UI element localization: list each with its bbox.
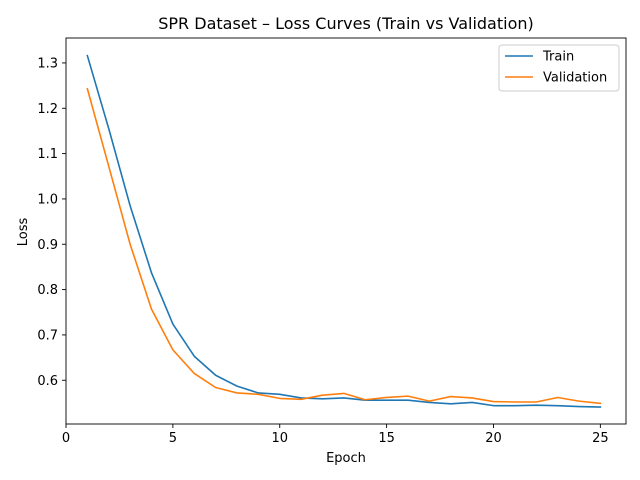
y-tick-label: 1.3 [37,56,58,71]
plot-area: 0 5 10 15 20 25 0.6 0.7 0.8 0.9 1.0 1.1 1.2 1.3 Train V… [37,37,627,446]
y-axis-label: Loss [16,218,31,247]
x-tick-label: 10 [271,431,288,446]
x-tick-label: 5 [169,431,177,446]
x-tick-label: 15 [378,431,395,446]
x-tick-label: 0 [62,431,70,446]
y-tick-label: 0.8 [37,283,58,298]
x-tick-label: 20 [485,431,502,446]
series-line-validation [86,87,602,405]
y-tick-label: 0.6 [37,374,58,389]
y-tick-label: 1.2 [37,102,58,117]
chart-title: SPR Dataset – Loss Curves (Train vs Vali… [158,14,534,33]
x-axis-label: Epoch [326,451,366,466]
y-tick-label: 1.1 [37,147,58,162]
series-line-train [86,54,602,408]
y-tick-label: 1.0 [37,192,58,207]
legend: Train Validation [498,44,620,92]
y-tick-label: 0.9 [37,238,58,253]
y-tick-label: 0.7 [37,328,58,343]
legend-label-validation: Validation [543,71,607,86]
legend-label-train: Train [542,50,574,65]
axes-frame [65,37,627,425]
x-tick-label: 25 [592,431,609,446]
